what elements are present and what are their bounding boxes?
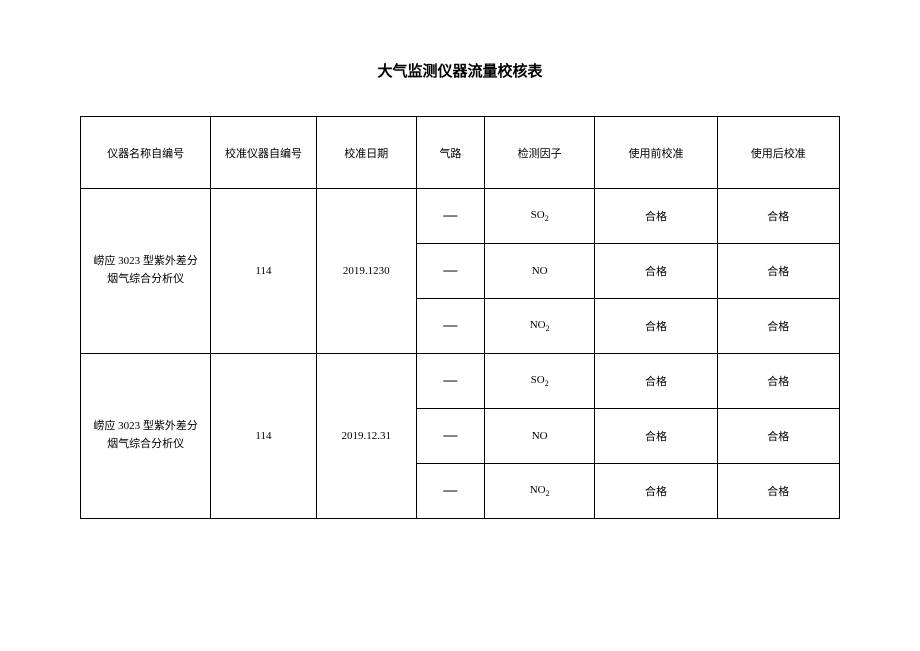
header-path: 气路 xyxy=(416,117,484,189)
cell-path: — xyxy=(416,299,484,354)
cell-before: 合格 xyxy=(595,299,717,354)
cell-before: 合格 xyxy=(595,354,717,409)
cell-instrument-name: 崂应 3023 型紫外差分烟气综合分析仪 xyxy=(81,189,211,354)
cell-after: 合格 xyxy=(717,244,839,299)
cell-calib-no: 114 xyxy=(211,354,316,519)
table-row: 崂应 3023 型紫外差分烟气综合分析仪1142019.1230—SO2合格合格 xyxy=(81,189,840,244)
cell-factor: NO xyxy=(485,244,595,299)
cell-instrument-name: 崂应 3023 型紫外差分烟气综合分析仪 xyxy=(81,354,211,519)
table-row: 崂应 3023 型紫外差分烟气综合分析仪1142019.12.31—SO2合格合… xyxy=(81,354,840,409)
header-row: 仪器名称自编号 校准仪器自编号 校准日期 气路 检测因子 使用前校准 使用后校准 xyxy=(81,117,840,189)
cell-before: 合格 xyxy=(595,409,717,464)
cell-factor: NO xyxy=(485,409,595,464)
cell-before: 合格 xyxy=(595,244,717,299)
cell-before: 合格 xyxy=(595,189,717,244)
cell-path: — xyxy=(416,244,484,299)
cell-after: 合格 xyxy=(717,354,839,409)
cell-factor: NO2 xyxy=(485,299,595,354)
cell-factor: SO2 xyxy=(485,354,595,409)
cell-factor: NO2 xyxy=(485,464,595,519)
header-factor: 检测因子 xyxy=(485,117,595,189)
cell-after: 合格 xyxy=(717,464,839,519)
calibration-table: 仪器名称自编号 校准仪器自编号 校准日期 气路 检测因子 使用前校准 使用后校准… xyxy=(80,116,840,519)
cell-calib-no: 114 xyxy=(211,189,316,354)
cell-date: 2019.12.31 xyxy=(316,354,416,519)
page-title: 大气监测仪器流量校核表 xyxy=(377,60,542,81)
cell-path: — xyxy=(416,409,484,464)
header-before: 使用前校准 xyxy=(595,117,717,189)
header-after: 使用后校准 xyxy=(717,117,839,189)
header-date: 校准日期 xyxy=(316,117,416,189)
cell-after: 合格 xyxy=(717,299,839,354)
cell-factor: SO2 xyxy=(485,189,595,244)
cell-path: — xyxy=(416,189,484,244)
cell-after: 合格 xyxy=(717,189,839,244)
table-body: 崂应 3023 型紫外差分烟气综合分析仪1142019.1230—SO2合格合格… xyxy=(81,189,840,519)
cell-before: 合格 xyxy=(595,464,717,519)
cell-date: 2019.1230 xyxy=(316,189,416,354)
header-calib-no: 校准仪器自编号 xyxy=(211,117,316,189)
cell-path: — xyxy=(416,464,484,519)
header-instrument-name: 仪器名称自编号 xyxy=(81,117,211,189)
cell-after: 合格 xyxy=(717,409,839,464)
cell-path: — xyxy=(416,354,484,409)
